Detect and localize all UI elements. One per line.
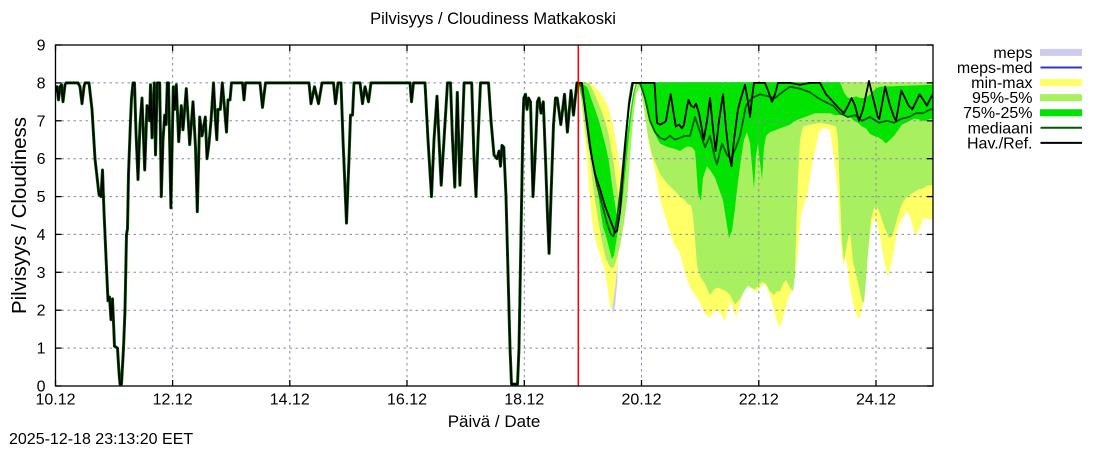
- svg-text:6: 6: [37, 151, 46, 168]
- svg-text:0: 0: [37, 379, 46, 396]
- svg-text:Päivä / Date: Päivä / Date: [448, 412, 541, 431]
- svg-text:75%-25%: 75%-25%: [963, 105, 1032, 122]
- svg-text:4: 4: [37, 227, 46, 244]
- svg-text:12.12: 12.12: [153, 392, 193, 409]
- svg-text:Pilvisyys / Cloudiness Matkako: Pilvisyys / Cloudiness Matkakoski: [370, 10, 616, 28]
- svg-text:95%-5%: 95%-5%: [972, 90, 1032, 107]
- svg-text:3: 3: [37, 265, 46, 282]
- svg-text:2: 2: [37, 303, 46, 320]
- svg-text:18.12: 18.12: [504, 392, 544, 409]
- svg-text:16.12: 16.12: [387, 392, 427, 409]
- svg-text:24.12: 24.12: [856, 392, 896, 409]
- svg-text:meps: meps: [993, 45, 1032, 62]
- svg-text:meps-med: meps-med: [957, 60, 1033, 77]
- svg-text:min-max: min-max: [971, 75, 1032, 92]
- svg-text:mediaani: mediaani: [968, 120, 1033, 137]
- svg-text:1: 1: [37, 341, 46, 358]
- svg-text:Pilvisyys / Cloudiness: Pilvisyys / Cloudiness: [8, 117, 31, 314]
- svg-text:8: 8: [37, 75, 46, 92]
- svg-text:Hav./Ref.: Hav./Ref.: [967, 135, 1033, 152]
- svg-text:2025-12-18 23:13:20 EET: 2025-12-18 23:13:20 EET: [9, 431, 193, 448]
- svg-text:22.12: 22.12: [739, 392, 779, 409]
- svg-text:20.12: 20.12: [621, 392, 661, 409]
- svg-text:14.12: 14.12: [270, 392, 310, 409]
- svg-text:5: 5: [37, 189, 46, 206]
- svg-text:9: 9: [37, 38, 46, 55]
- svg-text:7: 7: [37, 113, 46, 130]
- svg-text:10.12: 10.12: [35, 392, 75, 409]
